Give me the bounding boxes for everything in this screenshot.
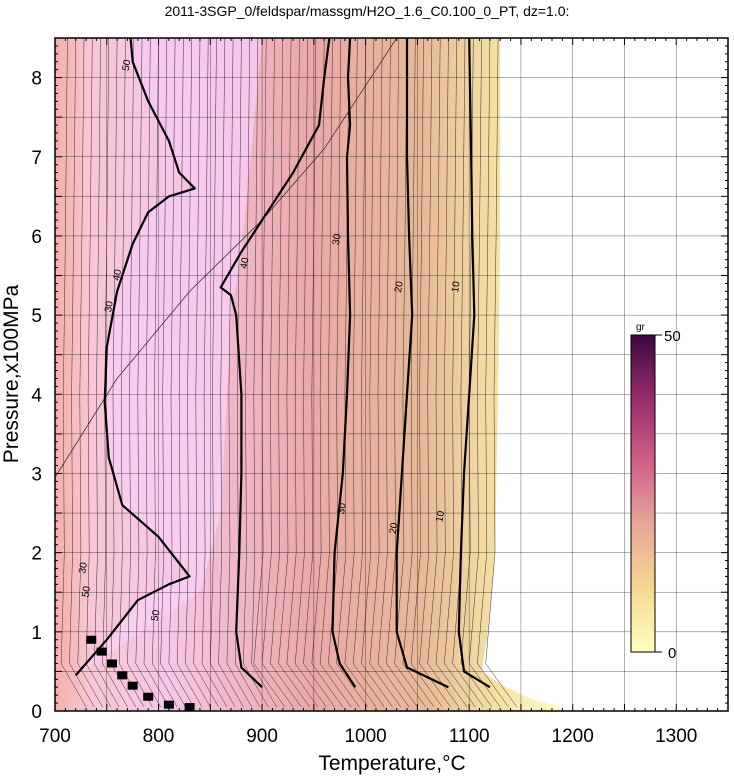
y-tick-label: 0: [31, 702, 42, 723]
y-tick-label: 1: [31, 623, 42, 644]
stepped-marker: [117, 671, 128, 680]
chart-title: 2011-3SGP_0/feldspar/massgm/H2O_1.6_C0.1…: [165, 3, 570, 19]
stepped-marker: [127, 681, 138, 690]
x-axis-ticks: 700 800 900 1000 1100 1200 1300: [39, 726, 697, 747]
contour-label: 10: [434, 510, 447, 523]
x-tick-label: 1200: [552, 726, 594, 747]
colorbar-unit: gr: [636, 322, 646, 333]
stepped-marker: [86, 635, 97, 644]
colorbar-min-label: 0: [668, 645, 676, 662]
contour-line-30: [331, 38, 357, 688]
plot-area: 10 20 30 40 40 30 30 20 10 30 50 50 50: [55, 38, 728, 711]
contour-line-40: [219, 38, 331, 688]
contour-label: 50: [121, 58, 134, 71]
x-tick-label: 700: [39, 726, 71, 747]
y-axis-ticks: 0 1 2 3 4 5 6 7 8: [31, 69, 42, 723]
contour-label: 40: [111, 268, 124, 281]
x-tick-label: 900: [246, 726, 278, 747]
x-tick-label: 1000: [344, 726, 386, 747]
contour-line-50: [74, 38, 196, 677]
contour-line-10: [457, 38, 491, 689]
contour-label: 50: [150, 609, 163, 622]
stepped-marker: [106, 659, 117, 668]
bold-contours: [74, 38, 491, 711]
x-axis-title: Temperature,°C: [318, 752, 465, 775]
contour-label: 50: [80, 585, 93, 598]
y-tick-label: 2: [31, 544, 42, 565]
y-axis-title: Pressure,x100MPa: [0, 284, 23, 463]
stepped-marker: [143, 692, 154, 701]
contour-label: 10: [450, 280, 463, 293]
y-tick-label: 4: [31, 385, 42, 406]
y-tick-label: 7: [31, 148, 42, 169]
contour-label: 20: [393, 280, 406, 293]
high-mass-region: [75, 38, 263, 676]
y-tick-label: 3: [31, 464, 42, 485]
contour-line-20: [395, 38, 449, 689]
y-tick-label: 8: [31, 69, 42, 90]
stepped-marker: [184, 703, 195, 711]
x-tick-label: 1300: [655, 726, 697, 747]
contour-label: 30: [103, 300, 116, 313]
colorbar: gr 50 0: [630, 322, 681, 662]
contour-label: 40: [239, 256, 252, 269]
stepped-marker: [163, 700, 174, 709]
contour-label: 30: [331, 233, 344, 246]
contour-labels: 10 20 30 40 40 30 30 20 10 30 50 50 50: [77, 58, 463, 622]
x-tick-label: 1100: [449, 726, 490, 747]
y-tick-label: 6: [31, 227, 42, 248]
contour-label: 30: [336, 502, 349, 515]
stepped-marker: [96, 647, 107, 656]
x-tick-label: 800: [143, 726, 175, 747]
contour-label: 20: [388, 522, 401, 535]
contour-label: 30: [77, 561, 90, 574]
colorbar-max-label: 50: [664, 328, 681, 345]
y-tick-label: 5: [31, 306, 42, 327]
